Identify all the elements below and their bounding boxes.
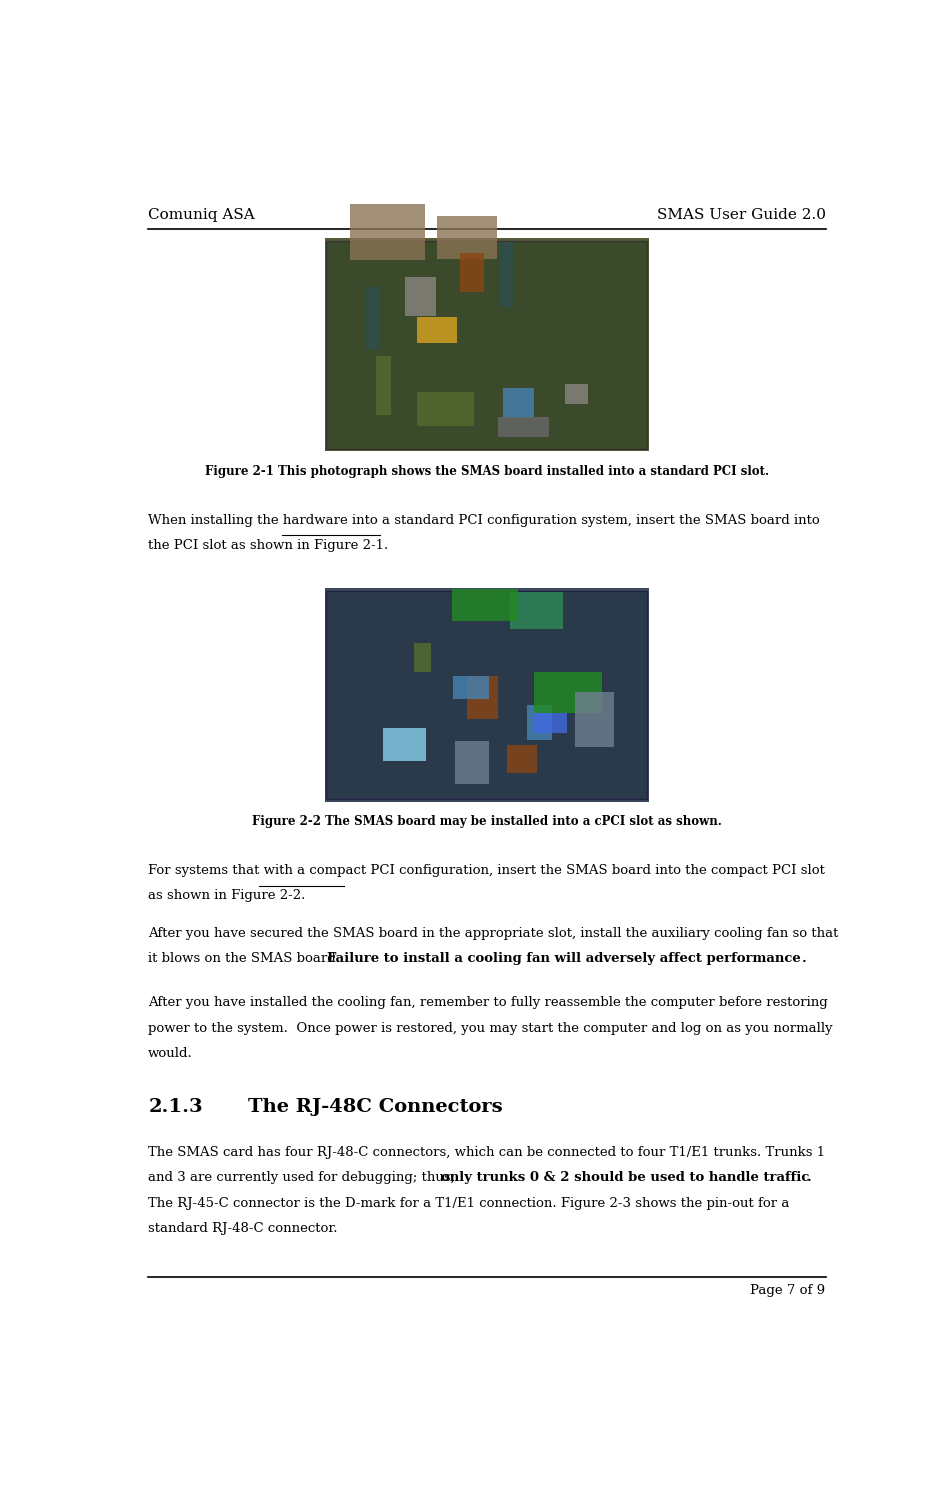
Bar <box>534 672 602 714</box>
Bar <box>453 676 489 699</box>
Bar <box>417 317 457 343</box>
Text: and 3 are currently used for debugging; thus,: and 3 are currently used for debugging; … <box>148 1171 459 1185</box>
Bar <box>535 712 567 733</box>
Bar <box>327 241 647 449</box>
Text: 2.1.3: 2.1.3 <box>148 1098 203 1116</box>
Bar <box>510 592 563 630</box>
Text: SMAS User Guide 2.0: SMAS User Guide 2.0 <box>656 208 826 223</box>
Bar <box>417 392 474 426</box>
Bar <box>565 384 588 404</box>
Text: .: . <box>808 1171 812 1185</box>
Bar <box>327 591 647 799</box>
Text: The SMAS card has four RJ-48-C connectors, which can be connected to four T1/E1 : The SMAS card has four RJ-48-C connector… <box>148 1146 826 1159</box>
Bar <box>451 588 518 621</box>
Text: the PCI slot as shown in Figure 2-1.: the PCI slot as shown in Figure 2-1. <box>148 539 389 552</box>
Text: power to the system.  Once power is restored, you may start the computer and log: power to the system. Once power is resto… <box>148 1022 833 1035</box>
Text: Figure 2-1 This photograph shows the SMAS board installed into a standard PCI sl: Figure 2-1 This photograph shows the SMA… <box>205 465 769 479</box>
Text: Failure to install a cooling fan will adversely affect performance: Failure to install a cooling fan will ad… <box>327 953 801 965</box>
Bar <box>501 242 513 307</box>
Text: only trunks 0 & 2 should be used to handle traffic: only trunks 0 & 2 should be used to hand… <box>441 1171 809 1185</box>
Bar <box>367 287 380 349</box>
Bar <box>325 588 649 802</box>
Text: Comuniq ASA: Comuniq ASA <box>148 208 255 223</box>
Text: After you have secured the SMAS board in the appropriate slot, install the auxil: After you have secured the SMAS board in… <box>148 928 839 939</box>
Text: Page 7 of 9: Page 7 of 9 <box>750 1284 826 1297</box>
Text: as shown in Figure 2-2.: as shown in Figure 2-2. <box>148 889 306 902</box>
Bar <box>527 705 552 739</box>
Bar <box>405 277 436 316</box>
Bar <box>437 215 497 259</box>
Bar <box>383 727 426 761</box>
Text: For systems that with a compact PCI configuration, insert the SMAS board into th: For systems that with a compact PCI conf… <box>148 863 825 877</box>
Bar <box>504 387 534 419</box>
Bar <box>376 356 390 414</box>
Bar <box>575 693 614 747</box>
Text: would.: would. <box>148 1047 193 1059</box>
Text: Figure 2-2 The SMAS board may be installed into a cPCI slot as shown.: Figure 2-2 The SMAS board may be install… <box>252 815 722 829</box>
Bar <box>498 417 549 437</box>
Text: After you have installed the cooling fan, remember to fully reassemble the compu: After you have installed the cooling fan… <box>148 996 828 1010</box>
Text: standard RJ-48-C connector.: standard RJ-48-C connector. <box>148 1222 337 1236</box>
Bar <box>507 745 537 773</box>
Bar <box>414 643 431 672</box>
Bar <box>325 238 649 452</box>
Text: When installing the hardware into a standard PCI configuration system, insert th: When installing the hardware into a stan… <box>148 513 820 527</box>
Bar <box>466 676 498 720</box>
Text: .: . <box>802 953 807 965</box>
Text: it blows on the SMAS board.: it blows on the SMAS board. <box>148 953 349 965</box>
Bar <box>351 203 426 260</box>
Bar <box>455 741 489 784</box>
Bar <box>460 253 485 292</box>
Text: The RJ-48C Connectors: The RJ-48C Connectors <box>248 1098 503 1116</box>
Text: The RJ-45-C connector is the D-mark for a T1/E1 connection. Figure 2-3 shows the: The RJ-45-C connector is the D-mark for … <box>148 1197 789 1210</box>
